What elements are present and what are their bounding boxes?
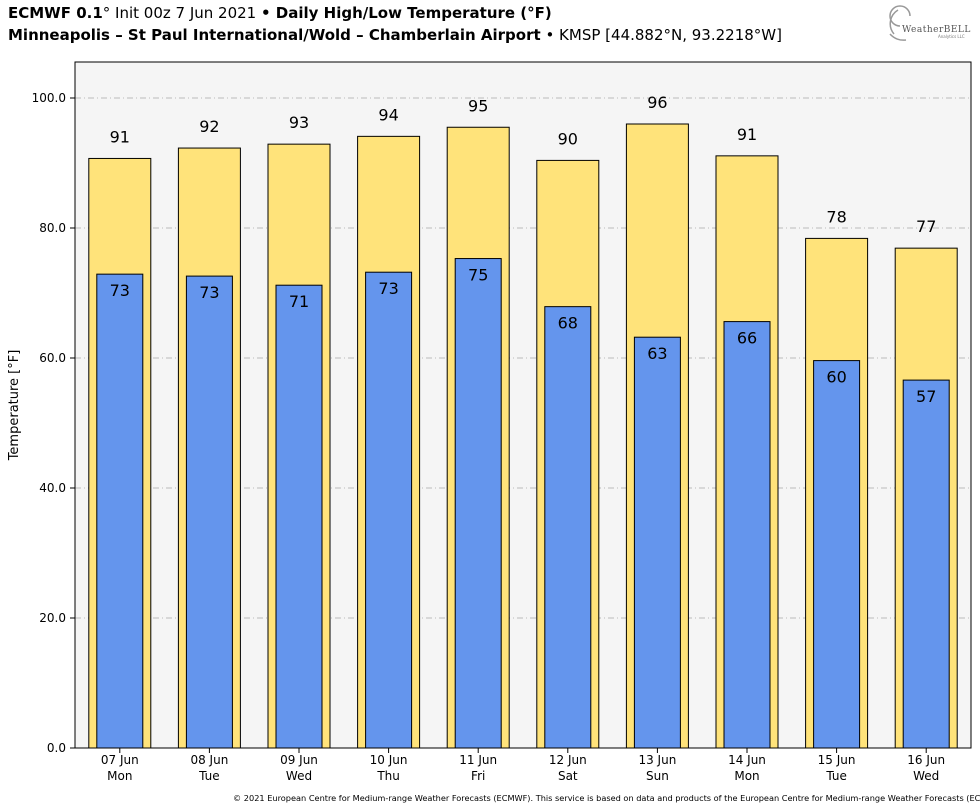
- low-value-label: 68: [558, 314, 578, 333]
- logo-text: WeatherBELL: [902, 25, 971, 35]
- x-tick-date: 14 Jun: [728, 753, 766, 767]
- low-value-label: 73: [110, 281, 130, 300]
- high-value-label: 92: [199, 117, 219, 136]
- x-tick-date: 11 Jun: [459, 753, 497, 767]
- y-tick-label: 40.0: [39, 481, 66, 495]
- y-axis-label: Temperature [°F]: [7, 350, 22, 462]
- low-value-label: 57: [916, 387, 936, 406]
- x-tick-day: Wed: [913, 769, 939, 783]
- chart-title: ECMWF 0.1° Init 00z 7 Jun 2021 • Daily H…: [8, 4, 552, 22]
- low-value-label: 75: [468, 266, 488, 285]
- y-tick-label: 60.0: [39, 351, 66, 365]
- high-value-label: 94: [378, 105, 398, 124]
- low-value-label: 60: [826, 368, 846, 387]
- x-tick-date: 09 Jun: [280, 753, 318, 767]
- x-tick-date: 07 Jun: [101, 753, 139, 767]
- x-tick-date: 15 Jun: [818, 753, 856, 767]
- copyright-footer: © 2021 European Centre for Medium-range …: [233, 793, 980, 803]
- y-axis-ticks: 0.0 20.0 40.0 60.0 80.0 100.0: [32, 91, 75, 755]
- low-value-label: 66: [737, 329, 757, 348]
- x-tick-day: Mon: [107, 769, 132, 783]
- plot-frame: [74, 61, 972, 749]
- logo-subtext: Analytics LLC: [938, 34, 965, 39]
- high-value-label: 91: [110, 127, 130, 146]
- low-bar: [275, 284, 323, 749]
- high-value-label: 78: [826, 207, 846, 226]
- y-tick-label: 20.0: [39, 611, 66, 625]
- y-tick-label: 0.0: [47, 741, 66, 755]
- high-value-label: 96: [647, 93, 667, 112]
- y-tick-label: 100.0: [32, 91, 66, 105]
- low-value-label: 71: [289, 292, 309, 311]
- low-bar: [902, 379, 950, 749]
- x-tick-day: Mon: [734, 769, 759, 783]
- swirl-logo-icon: WeatherBELL Analytics LLC: [889, 5, 971, 41]
- low-bar: [723, 321, 771, 749]
- x-tick-day: Thu: [376, 769, 400, 783]
- x-tick-day: Tue: [825, 769, 847, 783]
- low-value-label: 73: [378, 279, 398, 298]
- low-bar: [633, 336, 681, 749]
- x-tick-date: 12 Jun: [549, 753, 587, 767]
- high-value-label: 93: [289, 113, 309, 132]
- high-value-label: 90: [558, 129, 578, 148]
- low-bar: [365, 271, 413, 749]
- high-value-label: 77: [916, 217, 936, 236]
- x-axis-ticks: 07 Jun Mon 08 Jun Tue 09 Jun Wed 10 Jun Thu 11 J…: [101, 748, 945, 783]
- x-tick-day: Tue: [198, 769, 220, 783]
- x-tick-day: Wed: [286, 769, 312, 783]
- bars: 91 73 92 73 93 71 94 73 95 75 90 68 96 63 91 66 78 60 77 57: [88, 93, 958, 749]
- low-bar: [544, 306, 592, 749]
- y-tick-label: 80.0: [39, 221, 66, 235]
- x-tick-date: 10 Jun: [370, 753, 408, 767]
- low-bar: [813, 360, 861, 749]
- x-tick-day: Fri: [471, 769, 485, 783]
- high-value-label: 91: [737, 125, 757, 144]
- x-tick-date: 08 Jun: [190, 753, 228, 767]
- x-tick-date: 13 Jun: [638, 753, 676, 767]
- low-bar: [185, 275, 233, 749]
- x-tick-date: 16 Jun: [907, 753, 945, 767]
- x-tick-day: Sat: [558, 769, 578, 783]
- low-value-label: 73: [199, 283, 219, 302]
- chart-subtitle: Minneapolis – St Paul International/Wold…: [8, 26, 782, 44]
- high-value-label: 95: [468, 96, 488, 115]
- low-bar: [454, 258, 502, 749]
- low-bar: [96, 273, 144, 749]
- x-tick-day: Sun: [646, 769, 669, 783]
- low-value-label: 63: [647, 344, 667, 363]
